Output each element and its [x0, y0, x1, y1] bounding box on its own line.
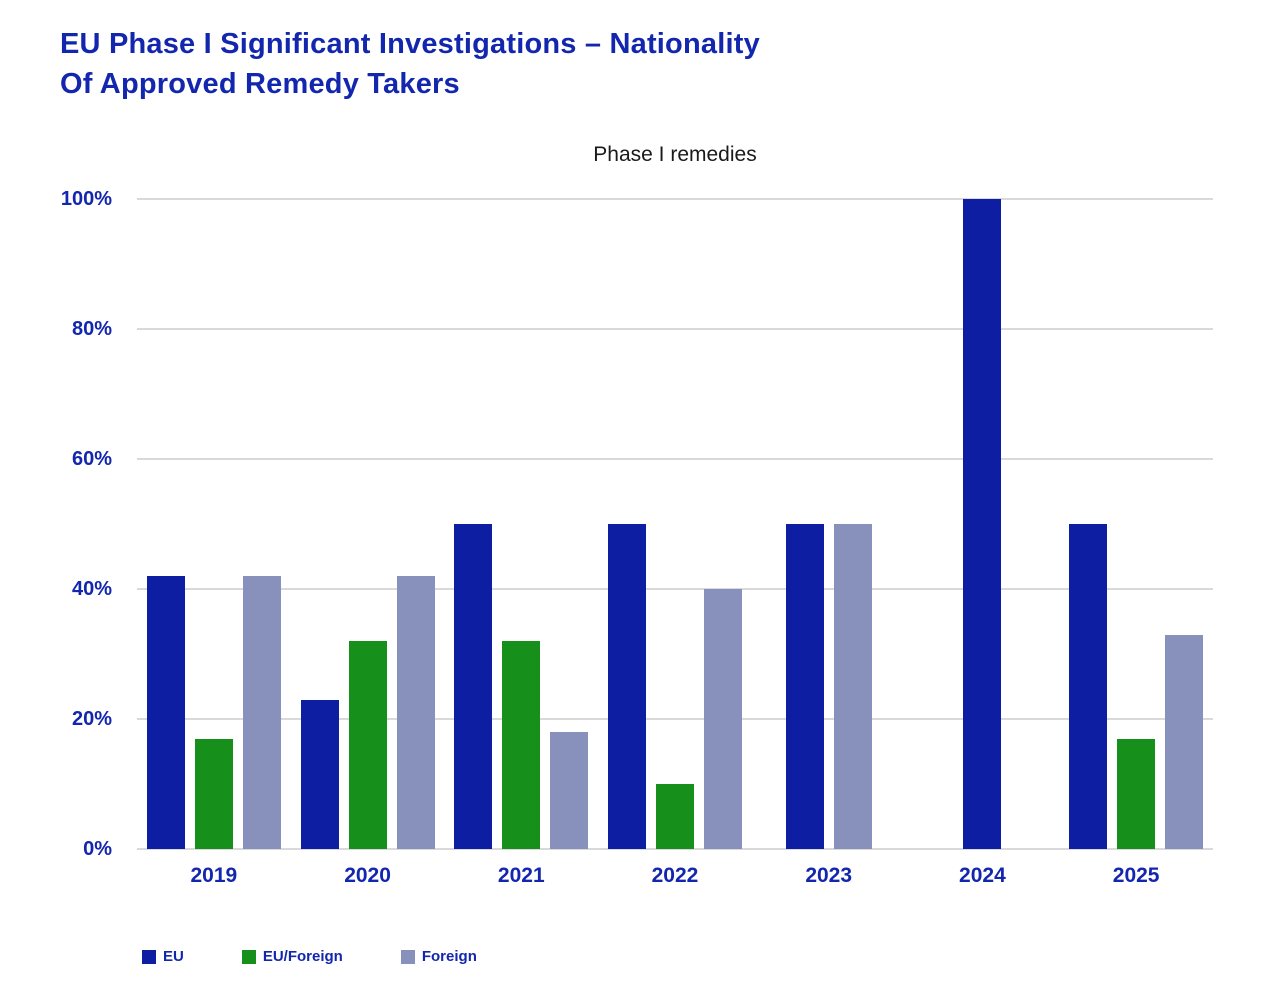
x-tick-label-2025: 2025: [1112, 864, 1160, 887]
gridline-20: [137, 718, 1213, 720]
bar-group-2024: [906, 199, 1060, 849]
x-axis: 2019 2020 2021 2022 2023 2024 2025: [137, 864, 1213, 894]
x-tick-label-2020: 2020: [344, 864, 391, 887]
gridline-80: [137, 328, 1213, 330]
bar-group-2019: [137, 199, 291, 849]
bar-2023-eu: [785, 524, 824, 849]
bar-2020-foreign: [396, 576, 435, 849]
bar-2023-foreign: [833, 524, 872, 849]
legend-swatch-icon: [400, 949, 415, 964]
bar-2021-eu-foreign: [502, 641, 541, 849]
y-axis: 0% 20% 40% 60% 80% 100%: [0, 188, 112, 860]
x-tick-label-2023: 2023: [805, 864, 853, 887]
plot-area: [137, 198, 1213, 850]
legend: EU EU/Foreign Foreign: [142, 948, 477, 965]
legend-swatch-icon: [142, 949, 156, 964]
x-tick-label-2022: 2022: [651, 864, 699, 887]
x-tick-label-2019: 2019: [190, 864, 238, 887]
legend-item-foreign: Foreign: [400, 948, 477, 965]
bar-group-2020: [291, 199, 445, 849]
bar-group-2023: [752, 199, 906, 849]
gridline-60: [137, 458, 1213, 460]
legend-label: Foreign: [421, 948, 477, 965]
bar-2019-foreign: [242, 576, 281, 849]
y-tick-label-20: 20%: [71, 708, 112, 730]
bar-2019-eu: [146, 576, 185, 849]
gridline-100: [137, 198, 1213, 200]
legend-label: EU: [163, 948, 184, 965]
y-tick-label-60: 60%: [71, 448, 112, 470]
gridline-40: [137, 588, 1213, 590]
y-tick-label-40: 40%: [71, 578, 112, 600]
bar-2019-eu-foreign: [194, 738, 233, 849]
y-tick-label-100: 100%: [60, 188, 112, 210]
gridline-0: [137, 848, 1213, 850]
bar-2025-eu-foreign: [1117, 738, 1156, 849]
y-tick-label-0: 0%: [83, 838, 112, 860]
bar-2022-eu-foreign: [655, 784, 694, 849]
x-tick-label-2024: 2024: [959, 864, 1006, 887]
bar-group-2021: [444, 199, 598, 849]
legend-item-eu: EU: [142, 948, 184, 965]
bar-2025-eu: [1069, 524, 1108, 849]
legend-item-eu-foreign: EU/Foreign: [241, 948, 343, 965]
bar-2021-foreign: [550, 732, 589, 849]
bar-2021-eu: [454, 524, 493, 849]
bar-group-2025: [1059, 199, 1213, 849]
legend-swatch-icon: [241, 949, 256, 964]
bar-2025-foreign: [1165, 634, 1204, 849]
bar-2022-eu: [607, 524, 646, 849]
bar-2022-foreign: [703, 589, 742, 849]
y-tick-label-80: 80%: [71, 318, 112, 340]
chart-subtitle: Phase I remedies: [593, 143, 757, 166]
legend-label: EU/Foreign: [262, 948, 343, 965]
bar-2024-eu: [963, 199, 1002, 849]
page-title: EU Phase I Significant Investigations – …: [60, 28, 760, 100]
bar-group-2022: [598, 199, 752, 849]
x-tick-label-2021: 2021: [497, 864, 545, 887]
bar-2020-eu: [300, 699, 339, 849]
bar-2020-eu-foreign: [348, 641, 387, 849]
